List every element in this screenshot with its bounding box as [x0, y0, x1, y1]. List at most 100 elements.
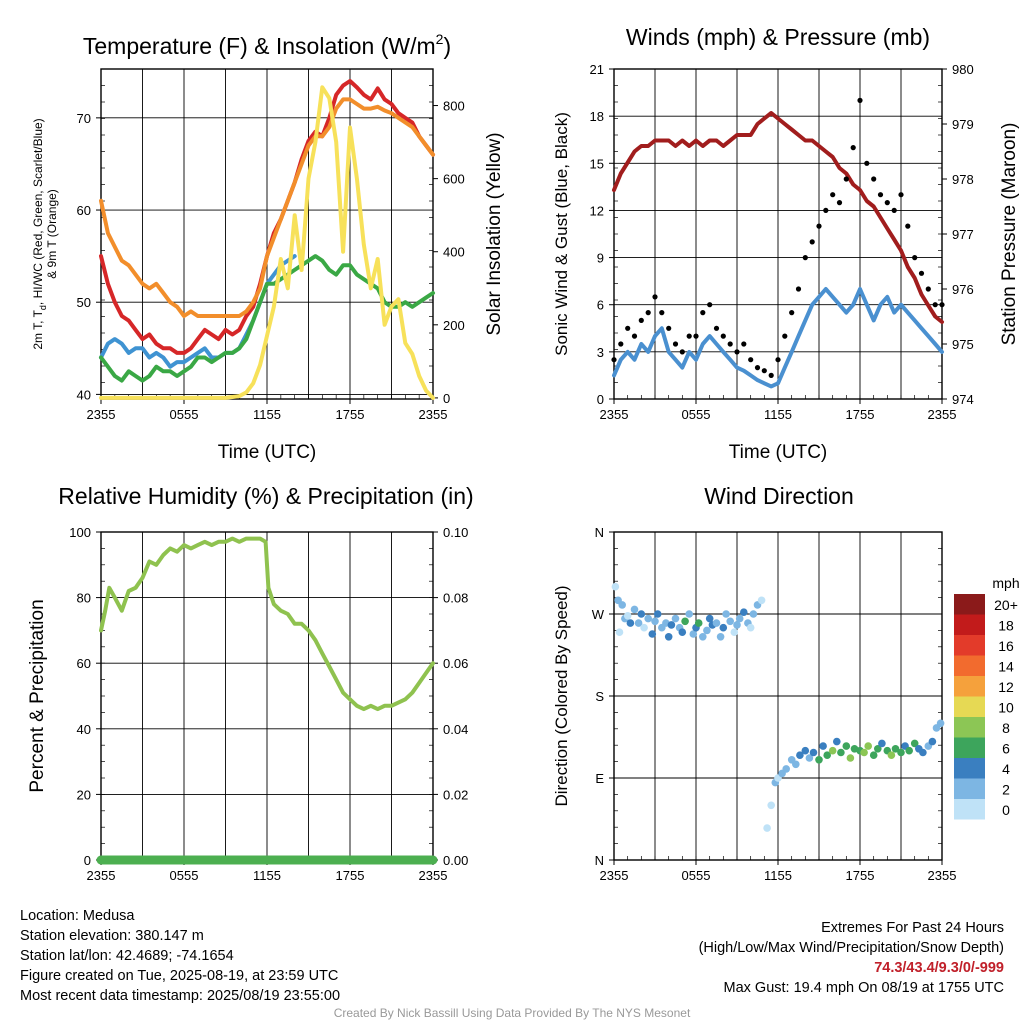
data-point [707, 302, 713, 308]
data-point [679, 349, 685, 355]
data-point [843, 176, 849, 182]
data-point [720, 333, 726, 339]
y2-tick-label: 200 [443, 318, 465, 333]
x-tick-label: 1155 [764, 868, 792, 883]
data-point [891, 745, 900, 753]
data-point [775, 357, 781, 363]
data-point [645, 310, 651, 316]
winds-ylabel: Sonic Wind & Gust (Blue, Black) [552, 112, 571, 356]
winds-series-0 [612, 111, 944, 324]
temperature-series-1 [99, 97, 435, 318]
data-point [795, 286, 802, 292]
y2-tick-label: 400 [443, 245, 465, 260]
temperature-xlabel: Time (UTC) [218, 442, 317, 463]
y-tick-label: 3 [597, 345, 604, 360]
legend-label: 20+ [994, 597, 1018, 613]
x-tick-label: 1155 [253, 868, 281, 883]
y-tick-label: E [595, 771, 604, 786]
data-point [659, 310, 665, 316]
y-tick-label: 15 [590, 156, 604, 171]
y-tick-label: 40 [77, 387, 91, 402]
data-point [727, 341, 733, 347]
y2-tick-label: 0.04 [443, 722, 468, 737]
y-tick-label: 40 [77, 722, 91, 737]
data-point [833, 737, 841, 746]
y2-tick-label: 978 [952, 172, 974, 187]
data-point [748, 357, 754, 363]
legend-swatch [954, 737, 985, 758]
station-location: Location: Medusa [20, 908, 135, 924]
insolation-ylabel: Solar Insolation (Yellow) [484, 132, 505, 335]
y-tick-label: 60 [77, 203, 91, 218]
data-point [836, 200, 843, 206]
humidity-panel: Relative Humidity (%) & Precipitation (i… [27, 483, 474, 883]
station-info: Location: Medusa Station elevation: 380.… [20, 906, 340, 1006]
direction-panel-title: Wind Direction [704, 483, 854, 509]
data-point [809, 748, 818, 757]
data-point [733, 621, 741, 629]
x-tick-label: 1755 [846, 407, 875, 422]
station-latlon: Station lat/lon: 42.4689; -74.1654 [20, 948, 234, 964]
data-point [741, 341, 747, 347]
data-point [719, 623, 728, 632]
x-tick-label: 2355 [928, 868, 957, 883]
data-point [615, 628, 624, 636]
data-point [877, 192, 884, 198]
y-tick-label: 18 [590, 109, 604, 124]
y2-tick-label: 977 [952, 227, 974, 242]
temperature-panel-title: Temperature (F) & Insolation (W/m2) [83, 31, 451, 59]
y-tick-label: 9 [597, 251, 604, 266]
data-point [730, 628, 739, 636]
legend-label: 14 [998, 659, 1014, 675]
data-point [734, 349, 740, 355]
data-point [837, 748, 845, 757]
data-point [625, 325, 631, 331]
data-point [828, 746, 837, 755]
data-point [703, 626, 711, 635]
x-tick-label: 1155 [253, 407, 281, 422]
data-point [898, 192, 904, 198]
data-point [761, 368, 767, 374]
winds-panel: Winds (mph) & Pressure (mb) Sonic Wind &… [552, 24, 1020, 463]
data-point [850, 145, 856, 151]
data-point [789, 310, 795, 316]
data-point [869, 751, 878, 759]
y-tick-label: 12 [590, 203, 604, 218]
data-point [802, 255, 808, 261]
data-point [640, 623, 648, 632]
y2-tick-label: 980 [952, 62, 974, 77]
x-tick-label: 1755 [336, 407, 365, 422]
data-point [746, 623, 755, 632]
data-point [823, 207, 829, 213]
y2-tick-label: 800 [443, 99, 465, 114]
temperature-series-4 [99, 85, 435, 400]
y-tick-label: S [595, 689, 604, 704]
data-point [630, 605, 639, 614]
data-point [864, 160, 870, 166]
x-tick-label: 2355 [87, 868, 116, 883]
data-point [805, 754, 814, 762]
data-point [846, 754, 855, 762]
y2-tick-label: 975 [952, 337, 974, 352]
data-point [871, 176, 877, 182]
data-point [860, 748, 868, 757]
x-tick-label: 2355 [419, 407, 448, 422]
data-point [842, 742, 851, 750]
data-point [626, 619, 635, 627]
data-point [667, 621, 676, 629]
y-tick-label: N [595, 853, 604, 868]
y-tick-label: 100 [69, 525, 91, 540]
data-point [905, 223, 911, 229]
data-point [666, 325, 672, 331]
extremes-subtitle: (High/Low/Max Wind/Precipitation/Snow De… [698, 940, 1004, 956]
data-point [897, 748, 905, 757]
data-point [819, 742, 827, 750]
data-point [768, 372, 774, 378]
data-point [712, 619, 721, 627]
y-tick-label: 80 [77, 591, 91, 606]
winds-xlabel: Time (UTC) [729, 442, 828, 463]
data-point [637, 610, 646, 618]
data-point [782, 333, 788, 339]
y-tick-label: 20 [77, 787, 91, 802]
